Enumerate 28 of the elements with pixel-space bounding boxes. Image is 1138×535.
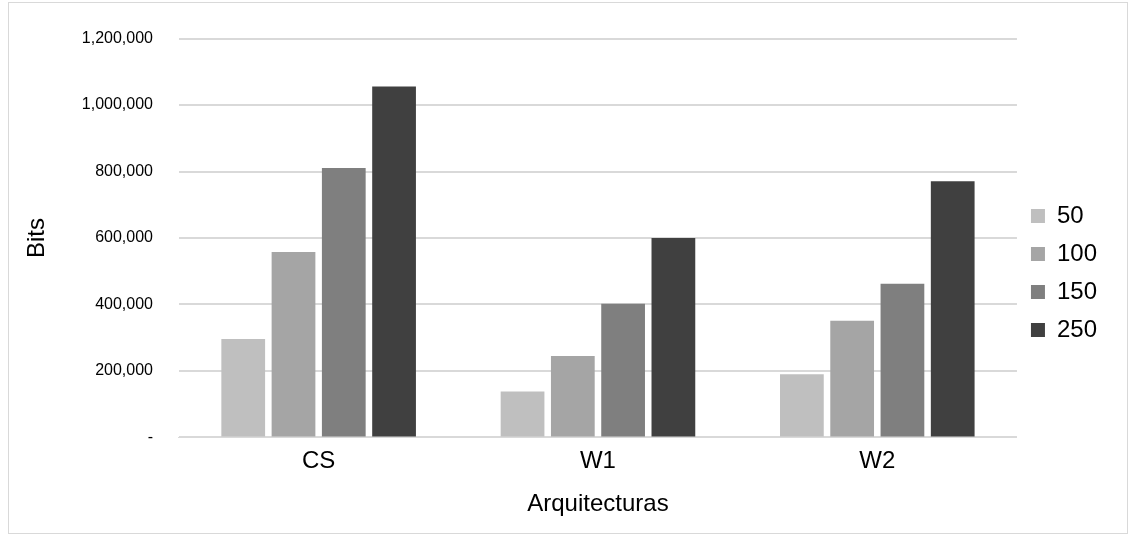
bar	[651, 238, 696, 437]
y-tick-label: 600,000	[95, 228, 154, 246]
bar	[221, 339, 266, 437]
bar	[930, 181, 975, 437]
bar	[321, 167, 366, 437]
y-tick-label: 200,000	[95, 361, 154, 379]
bar	[780, 374, 824, 437]
x-tick-label: CS	[301, 446, 336, 474]
bar	[601, 303, 645, 437]
y-tick-label: -	[147, 427, 153, 445]
legend-label: 100	[1056, 238, 1097, 266]
bar	[372, 86, 416, 437]
x-tick-label: W2	[859, 446, 896, 474]
bar	[550, 355, 595, 437]
x-tick-label: W1	[579, 446, 616, 474]
bar	[830, 320, 875, 437]
y-tick-label: 1,000,000	[81, 95, 154, 113]
bar	[271, 251, 316, 437]
legend-label: 250	[1056, 314, 1097, 342]
bar	[880, 283, 925, 437]
legend-label: 50	[1056, 200, 1084, 228]
y-tick-label: 400,000	[95, 294, 154, 312]
y-tick-label: 1,200,000	[81, 29, 154, 47]
y-tick-label: 800,000	[95, 161, 154, 179]
y-axis-title: Bits	[22, 217, 50, 259]
bar	[500, 391, 545, 437]
x-axis-title: Arquitecturas	[527, 489, 669, 517]
legend-label: 150	[1056, 276, 1097, 304]
